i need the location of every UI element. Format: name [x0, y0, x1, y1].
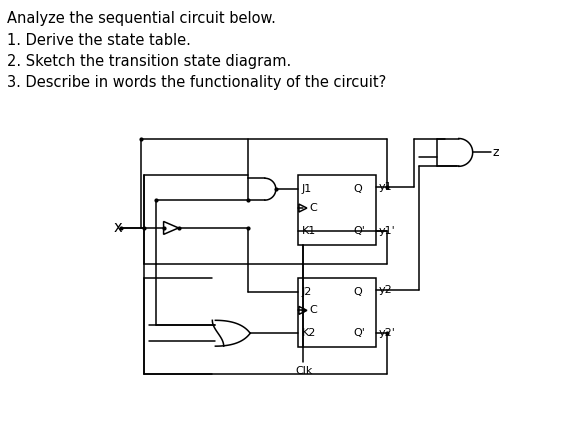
Text: y2': y2' — [378, 328, 395, 338]
Bar — [298, 278, 375, 347]
Text: z: z — [492, 146, 499, 159]
Text: K1: K1 — [302, 226, 316, 236]
Text: K2: K2 — [302, 328, 316, 338]
Text: Q: Q — [354, 286, 362, 296]
Text: y1: y1 — [378, 182, 392, 192]
Text: Analyze the sequential circuit below.: Analyze the sequential circuit below. — [7, 11, 276, 26]
Text: C: C — [309, 305, 316, 315]
Text: 2. Sketch the transition state diagram.: 2. Sketch the transition state diagram. — [7, 54, 291, 69]
Text: Clk: Clk — [295, 366, 312, 376]
Text: J2: J2 — [302, 286, 312, 296]
Text: y2: y2 — [378, 285, 392, 295]
Text: 3. Describe in words the functionality of the circuit?: 3. Describe in words the functionality o… — [7, 75, 387, 90]
Text: x: x — [114, 220, 123, 235]
Text: C: C — [309, 203, 316, 213]
Bar — [298, 175, 375, 245]
Text: Q': Q' — [354, 226, 366, 236]
Text: Q': Q' — [354, 328, 366, 338]
Text: Q: Q — [354, 184, 362, 194]
Text: J1: J1 — [302, 184, 312, 194]
Text: y1': y1' — [378, 226, 395, 236]
Text: 1. Derive the state table.: 1. Derive the state table. — [7, 33, 191, 48]
